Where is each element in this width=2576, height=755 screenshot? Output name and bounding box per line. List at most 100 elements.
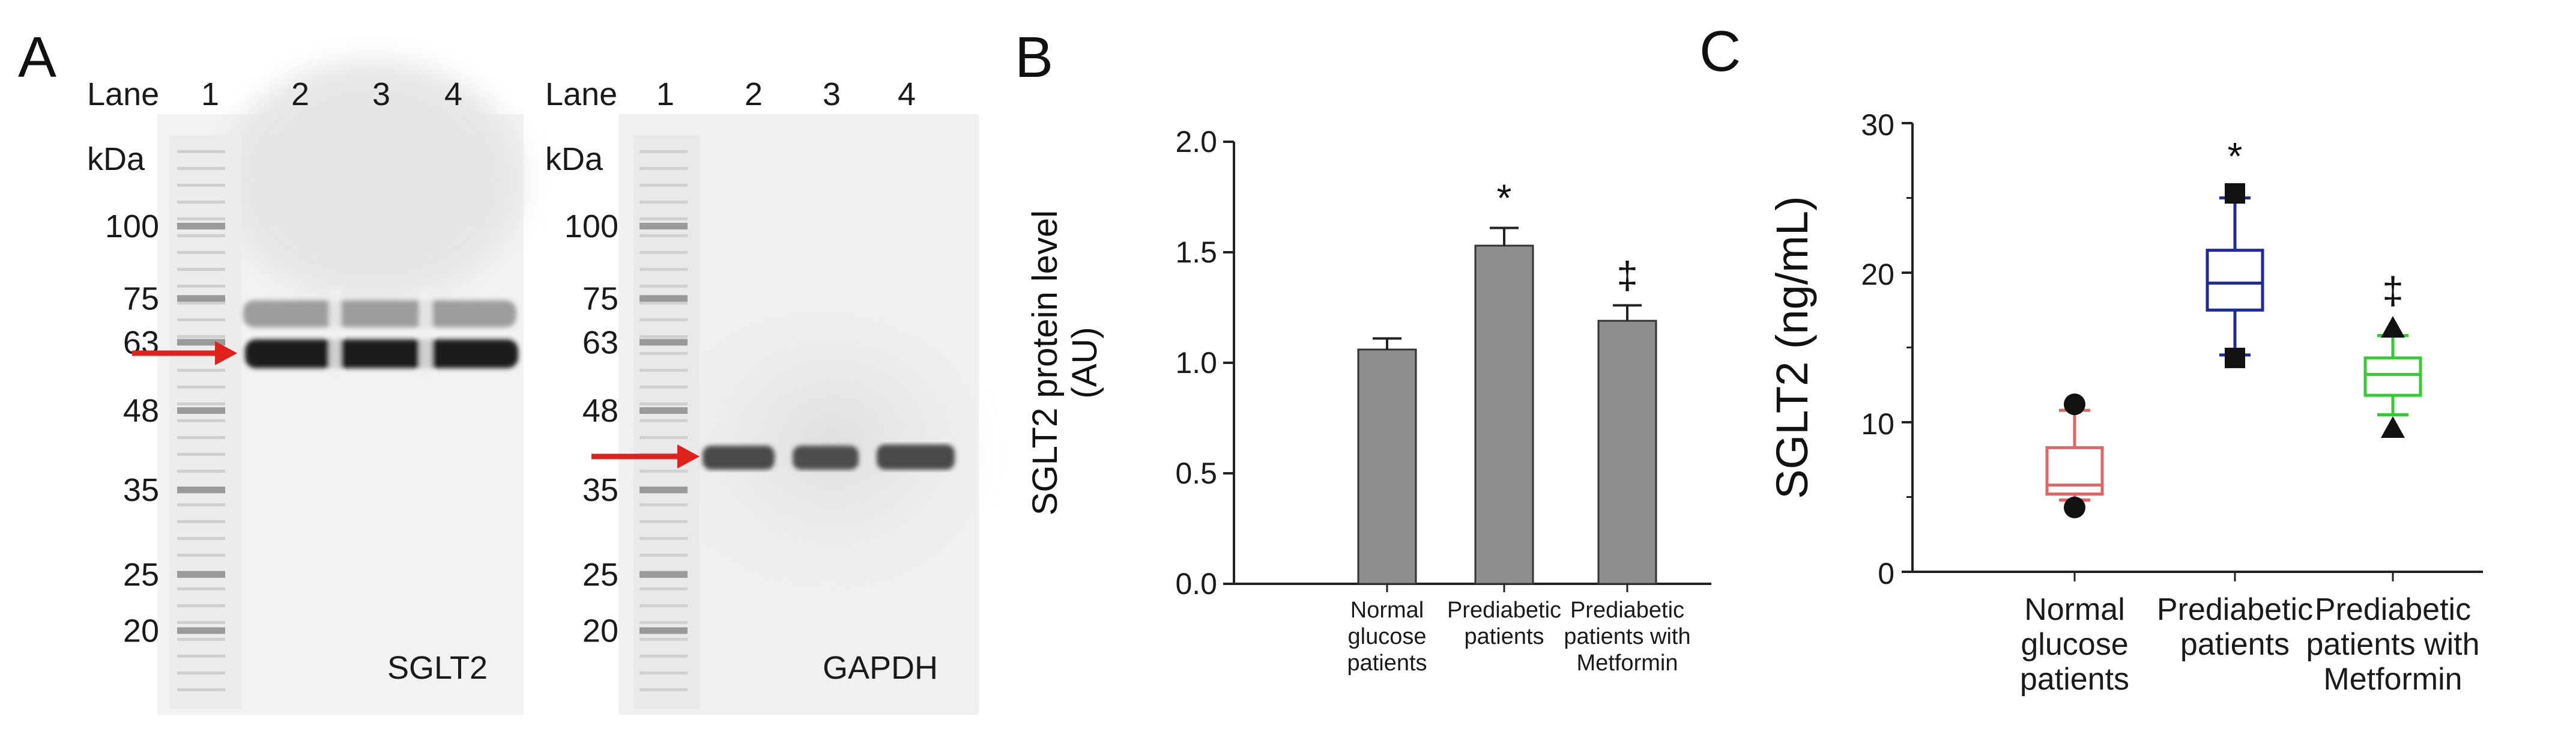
x-category-label-line: patients [1464, 624, 1544, 649]
ladder-streak [639, 419, 688, 422]
lane-number-4: 4 [898, 76, 916, 112]
x-category-label-3: Prediabetic patients with Metformin [2306, 592, 2479, 697]
ladder-streak [639, 621, 688, 624]
ladder-streak [177, 554, 225, 557]
ladder-band-63 [177, 339, 225, 346]
gapdh-label: GAPDH [823, 650, 938, 686]
chart-b: SGLT2 protein level(AU) 0.0 0.5 1.0 1.5 2.0 No… [1026, 125, 1711, 676]
ladder-streak [177, 503, 225, 506]
sglt2-bands [243, 288, 518, 378]
ladder-streak [639, 604, 688, 607]
lane-number-2: 2 [291, 76, 309, 112]
significance-mark-3: ‡ [2382, 269, 2404, 312]
ladder-streak [639, 520, 688, 523]
x-category-label-line: patients [2020, 662, 2129, 697]
x-category-label-line: Prediabetic [1570, 598, 1684, 623]
outlier-point-1-2 [2064, 393, 2085, 416]
marker-label-48: 48 [123, 393, 159, 429]
y-axis-label: SGLT2 protein level(AU) [1026, 210, 1104, 515]
sglt2-lane-gap [419, 288, 432, 378]
lane-header-right: Lane [545, 76, 617, 112]
ladder-streak [639, 402, 688, 405]
ladder-band-25 [639, 571, 688, 578]
outlier-point-1-1 [2064, 496, 2085, 518]
lane-numbers-right: 1 2 3 4 [656, 76, 916, 112]
marker-label-75: 75 [582, 280, 618, 317]
lane-numbers-left: 1 2 3 4 [201, 76, 462, 112]
outlier-point-3-2 [2381, 316, 2405, 338]
ladder-band-48 [639, 407, 688, 414]
ladder-streak [639, 587, 688, 590]
ladder-band-48 [177, 407, 225, 414]
marker-labels-right: 100 75 63 48 35 25 20 [564, 208, 618, 649]
box-2 [2206, 249, 2264, 312]
y-tick-label: 1.5 [1175, 235, 1217, 269]
ladder-streak [177, 520, 225, 523]
ladder-streak [639, 554, 688, 557]
gapdh-ladder-bands [639, 150, 688, 691]
lane-number-1: 1 [201, 76, 219, 112]
ladder-streak [639, 369, 688, 372]
panel-c-letter: C [1699, 19, 1741, 83]
ladder-streak [177, 167, 225, 170]
ladder-streak [639, 251, 688, 254]
ladder-streak [177, 672, 225, 675]
x-category-label-line: Metformin [2323, 662, 2462, 697]
ladder-streak [177, 268, 225, 271]
kda-header-left: kDa [87, 141, 145, 177]
ladder-streak [639, 150, 688, 153]
ladder-streak [639, 302, 688, 305]
x-category-label-line: patients [1347, 650, 1427, 676]
sglt2-upper-band [243, 300, 516, 327]
x-category-label-2: Prediabetic patients [1447, 598, 1561, 649]
marker-label-75: 75 [123, 280, 159, 317]
sglt2-lower-band [245, 339, 518, 368]
ladder-streak [177, 234, 225, 237]
ladder-streak [177, 453, 225, 456]
lane-number-1: 1 [656, 76, 674, 112]
gapdh-band [793, 446, 859, 470]
ladder-streak [639, 234, 688, 237]
ladder-streak [177, 150, 225, 153]
x-category-label-line: glucose [1348, 624, 1427, 649]
sglt2-lane-gap [329, 288, 341, 378]
ladder-streak [177, 318, 225, 321]
marker-label-35: 35 [582, 472, 618, 508]
y-tick-label: 10 [1861, 407, 1894, 441]
kda-header-right: kDa [545, 141, 603, 177]
ladder-streak [177, 638, 225, 641]
bar-1 [1357, 348, 1417, 585]
ladder-streak [177, 655, 225, 658]
significance-mark-2: * [1497, 177, 1512, 220]
ladder-streak [177, 184, 225, 187]
ladder-streak [177, 201, 225, 204]
x-category-label-line: Normal [1350, 598, 1424, 623]
ladder-streak [639, 537, 688, 540]
ladder-streak [639, 285, 688, 288]
x-category-label-line: Prediabetic [2157, 592, 2313, 627]
ladder-streak [639, 217, 688, 220]
ladder-streak [177, 587, 225, 590]
gapdh-band [703, 446, 775, 470]
y-tick-label: 0.0 [1175, 567, 1217, 601]
marker-label-100: 100 [564, 208, 618, 244]
x-category-label-line: patients with [2306, 627, 2479, 662]
marker-label-48: 48 [582, 393, 618, 429]
significance-mark-2: * [2228, 135, 2243, 178]
lane-header-left: Lane [87, 76, 159, 112]
x-category-label-2: Prediabetic patients [2157, 592, 2313, 662]
marker-label-25: 25 [582, 557, 618, 593]
ladder-streak [177, 217, 225, 220]
lane-number-4: 4 [444, 76, 462, 112]
ladder-streak [639, 318, 688, 321]
y-tick-label: 20 [1861, 258, 1894, 291]
y-tick-label: 0 [1878, 557, 1894, 590]
ladder-streak [177, 470, 225, 473]
ladder-streak [177, 402, 225, 405]
ladder-streak [639, 335, 688, 338]
lane-number-2: 2 [745, 76, 763, 112]
panel-a-letter: A [18, 25, 56, 89]
